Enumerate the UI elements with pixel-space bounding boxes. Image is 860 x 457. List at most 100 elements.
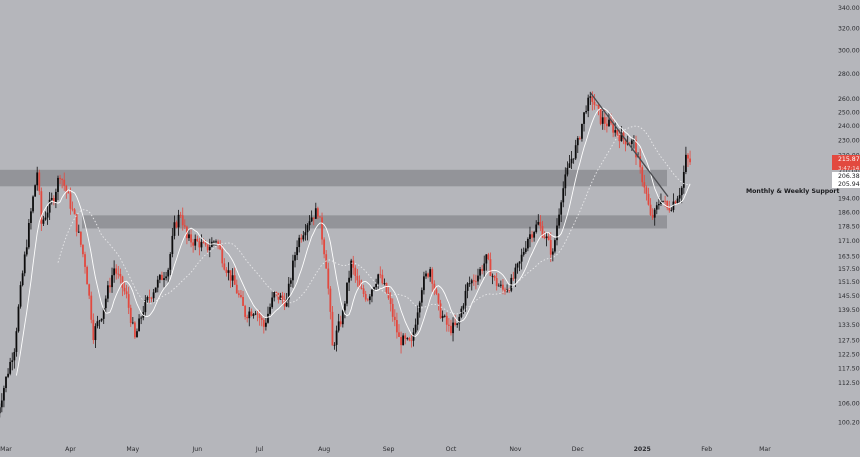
candle-body [418,302,421,313]
candle-body [475,281,477,283]
candle-body [169,254,172,270]
candle-body [23,254,26,274]
candle-body [15,331,18,352]
candle-body [256,313,259,315]
candle-body [454,322,457,325]
candle-body [435,289,438,294]
candle-body [254,313,257,315]
x-tick-label: Jun [191,446,202,453]
candle-body [583,112,585,124]
candle-body [269,307,271,314]
candle-body [134,322,136,338]
candle-body [223,263,226,270]
candle-body [335,330,338,345]
candle-body [136,331,138,338]
time-axis[interactable]: Mar Apr May Jun Jul Aug Sep Oct Nov Dec 2025 Feb Mar [0,446,771,453]
price-tag-bg [832,172,860,180]
candle-body [383,283,386,284]
candle-body [657,204,660,206]
price-tag-text: 205.94 [838,181,860,188]
candle-body [599,108,602,124]
candle-body [352,260,355,268]
price-tag-last-price: 215.87 [832,155,860,170]
candle-body [306,225,309,233]
candle-body [217,241,219,245]
candle-body [626,143,629,145]
candle-body [258,314,261,319]
candle-body [653,209,656,218]
candle-body [5,376,7,389]
candle-body [504,289,506,292]
candle-body [502,284,504,290]
candle-body [493,275,496,279]
candle-body [314,208,317,219]
x-tick-label: Nov [509,446,521,453]
candle-body [497,285,500,287]
candle-body [304,232,307,236]
candle-body [34,185,37,197]
candle-body [545,236,548,239]
candle-body [59,177,61,179]
candle-body [275,292,278,293]
trendline[interactable] [589,92,669,197]
y-tick-label: 194.00 [838,195,860,202]
candle-body [531,234,533,238]
candle-body [296,247,298,256]
candle-body [620,132,623,142]
y-tick-label: 240.00 [838,123,860,130]
candle-body [289,280,292,284]
candle-body [674,201,677,204]
candle-body [154,287,157,293]
candle-body [680,187,683,196]
candle-body [412,332,415,341]
candle-body [445,315,448,325]
candle-body [639,156,642,168]
candle-body [603,117,606,124]
y-tick-label: 122.50 [838,351,860,358]
candle-body [512,277,515,279]
candle-body [158,274,161,280]
candle-body [310,217,313,222]
candle-body [148,297,151,299]
candle-body [248,311,251,319]
candle-body [610,119,612,124]
candle-body [450,325,452,334]
candle-body [287,283,290,300]
candle-body [294,255,296,261]
candle-body [113,268,116,276]
candle-body [526,238,529,249]
candle-body [235,284,238,294]
x-tick-label: Aug [318,446,330,453]
candle-body [252,314,255,316]
moving-averages [15,107,691,376]
candle-body [485,254,488,264]
support-zone-1 [0,169,667,187]
x-tick-label: Mar [759,446,771,453]
candle-body [437,293,440,304]
candle-body [42,219,45,224]
candle-body [208,246,211,251]
candle-body [65,185,68,193]
candle-body [556,225,558,241]
candle-body [79,231,82,245]
candle-body [533,232,536,238]
price-tag-text: 206.38 [838,173,860,180]
candle-body [495,278,498,286]
y-tick-label: 250.00 [838,109,860,116]
candle-body [231,275,234,281]
candle-body [645,187,648,194]
candle-body [458,316,461,324]
y-tick-label: 112.50 [838,380,860,387]
candle-body [570,158,573,164]
candle-body [585,110,588,113]
price-tag-text: 215.87 [838,156,860,163]
candle-body [539,222,542,226]
y-tick-label: 139.50 [838,307,860,314]
candle-body [262,319,265,327]
candle-body [348,277,350,283]
candle-body [90,295,93,320]
candle-body [279,295,282,300]
